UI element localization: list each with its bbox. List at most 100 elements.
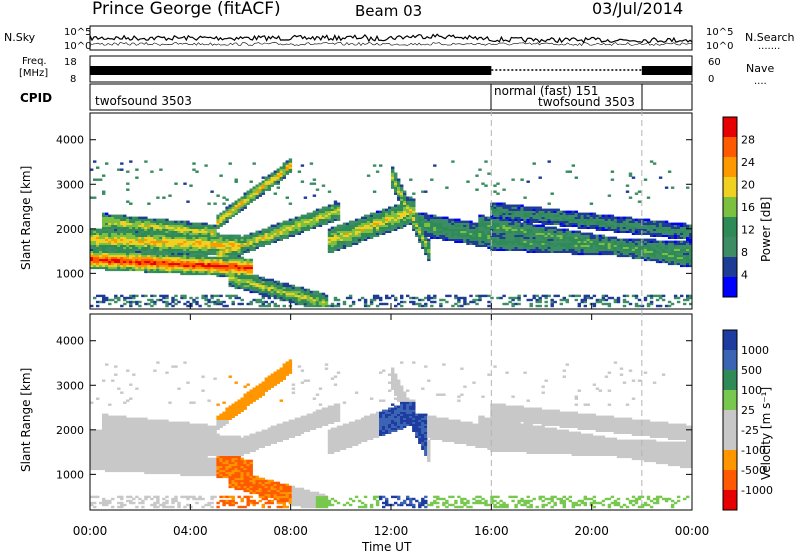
power-cell (643, 250, 648, 253)
power-cell (544, 244, 548, 247)
power-cell (288, 160, 293, 163)
power-cell (291, 284, 296, 288)
power-cell (670, 232, 675, 235)
power-cell (291, 286, 296, 290)
power-cell (216, 272, 220, 276)
power-cell (126, 250, 130, 253)
power-cell (231, 214, 235, 217)
power-cell (243, 286, 247, 290)
power-cell (689, 264, 693, 268)
power-cell (102, 236, 106, 239)
power-cell (673, 262, 678, 266)
power-cell (273, 240, 277, 243)
power-cell (126, 248, 130, 251)
power-cell (273, 192, 277, 195)
power-cell (680, 250, 684, 253)
power-cell (261, 284, 265, 288)
power-cell (514, 222, 518, 225)
power-cell (372, 228, 377, 231)
power-cell (418, 218, 422, 221)
power-cell (372, 216, 377, 219)
power-cell (348, 222, 353, 225)
power-cell (397, 208, 401, 211)
velocity-cell (108, 429, 112, 432)
power-cell (111, 220, 115, 223)
power-cell (210, 258, 214, 262)
power-cell (108, 248, 112, 251)
power-cell (258, 280, 262, 284)
power-cell (321, 222, 326, 225)
power-cell (324, 302, 329, 306)
power-cell (300, 296, 305, 300)
power-cell (147, 268, 151, 272)
power-cell (135, 226, 139, 229)
power-cell (183, 252, 187, 256)
power-cell (216, 240, 220, 243)
power-cell (360, 236, 365, 239)
power-cell (141, 232, 145, 235)
power-cell (475, 298, 479, 302)
power-cell (270, 236, 274, 239)
power-cell (189, 258, 193, 262)
power-cell (538, 304, 542, 308)
power-cell (261, 236, 265, 239)
power-cell (634, 218, 639, 221)
power-cell (586, 224, 590, 227)
power-cell (457, 232, 461, 235)
power-cell (403, 222, 407, 225)
power-cell (138, 258, 142, 262)
power-cell (634, 242, 639, 245)
power-cell (535, 218, 539, 221)
power-cell (156, 248, 160, 251)
power-cell (192, 264, 196, 268)
power-cell (514, 248, 518, 251)
power-cell (538, 246, 542, 249)
power-cell (427, 294, 431, 298)
power-cell (345, 226, 350, 229)
power-cell (586, 226, 590, 229)
power-cell (538, 228, 542, 231)
power-cell (568, 246, 572, 249)
power-cell (177, 268, 181, 272)
velocity-cell (90, 431, 94, 434)
power-cell (189, 296, 193, 300)
power-cell (628, 238, 633, 241)
power-cell (529, 218, 533, 221)
power-cell (661, 240, 666, 243)
power-cell (243, 266, 247, 270)
power-cell (243, 280, 247, 284)
power-cell (192, 266, 196, 270)
power-cell (93, 178, 97, 181)
power-cell (195, 222, 199, 225)
power-cell (565, 210, 569, 213)
power-cell (481, 182, 485, 185)
power-cell (397, 206, 401, 209)
power-cell (538, 298, 542, 302)
power-cell (144, 230, 148, 233)
power-cell (285, 298, 289, 302)
power-cell (300, 300, 305, 304)
power-cell (324, 294, 329, 298)
power-cell (153, 230, 157, 233)
power-cell (192, 228, 196, 231)
power-cell (616, 222, 621, 225)
power-cell (186, 226, 190, 229)
power-cell (351, 234, 356, 237)
power-cell (135, 252, 139, 256)
velocity-cell (105, 453, 109, 456)
power-cell (333, 304, 338, 308)
power-cell (661, 220, 666, 223)
power-cell (490, 214, 494, 217)
power-cell (165, 302, 169, 306)
power-cell (207, 246, 211, 249)
power-cell (348, 242, 353, 245)
power-cell (622, 222, 627, 225)
velocity-cell (108, 453, 112, 456)
power-cell (481, 226, 485, 229)
power-cell (339, 238, 344, 241)
velocity-cell (99, 441, 103, 444)
power-cell (198, 230, 202, 233)
power-cell (156, 270, 160, 274)
power-cell (162, 238, 166, 241)
power-cell (123, 250, 127, 253)
